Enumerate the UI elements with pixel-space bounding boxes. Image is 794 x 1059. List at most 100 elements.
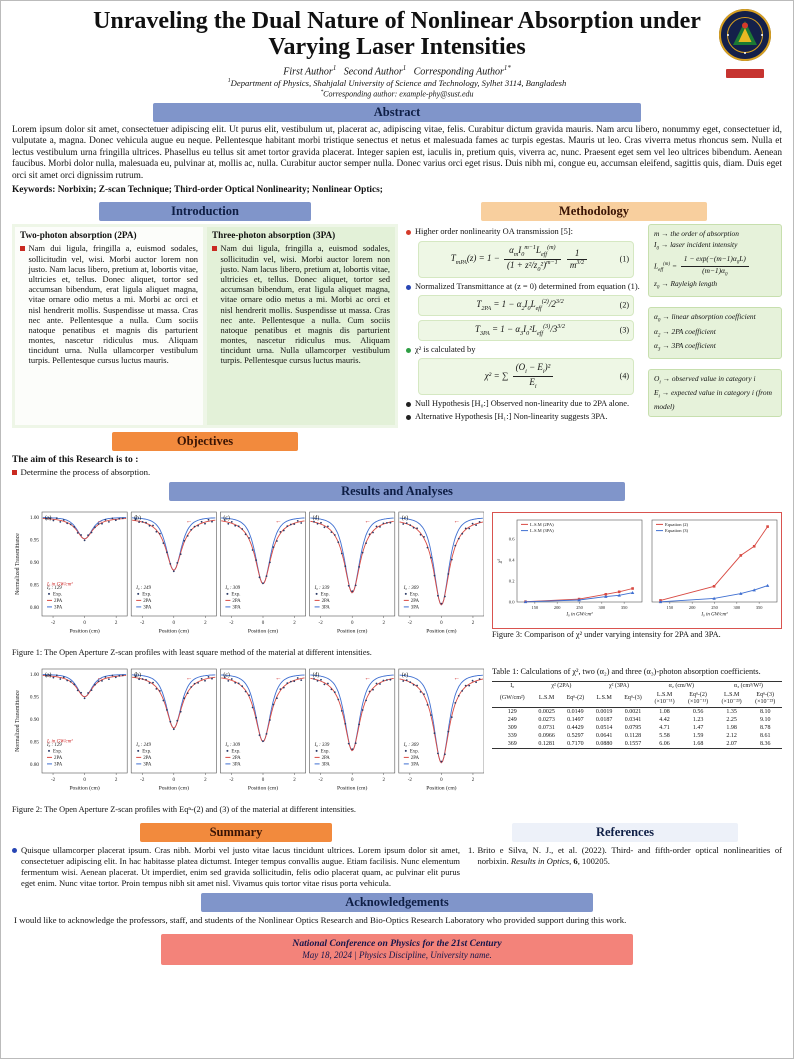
- equation-4-number: (4): [619, 371, 629, 381]
- svg-text:200: 200: [689, 605, 696, 610]
- equation-3-number: (3): [619, 325, 629, 335]
- methodology-bullet-4: Null Hypothesis [H₀:] Observed non-linea…: [415, 398, 630, 408]
- svg-text:←: ←: [275, 518, 282, 525]
- reference-text: Brito e Silva, N. J., et al. (2022). Thi…: [477, 845, 782, 867]
- svg-text:250: 250: [576, 605, 583, 610]
- definitions-box-3: Oi → observed value in category i Ei → ex…: [648, 369, 782, 417]
- svg-text:2: 2: [472, 778, 475, 783]
- svg-text:3PA: 3PA: [54, 606, 63, 611]
- svg-text:0: 0: [440, 778, 443, 783]
- svg-text:2: 2: [293, 621, 296, 626]
- figure-2-caption: Figure 2: The Open Aperture Z-scan profi…: [12, 804, 356, 814]
- svg-text:Position (cm): Position (cm): [337, 628, 367, 635]
- svg-text:(c): (c): [223, 671, 230, 678]
- svg-text:0.4: 0.4: [509, 558, 515, 563]
- intro-2pa-text: Nam dui ligula, fringilla a, euismod sod…: [28, 243, 199, 366]
- svg-text:Exp.: Exp.: [53, 749, 62, 754]
- svg-text:3PA: 3PA: [411, 606, 420, 611]
- svg-text:Position (cm): Position (cm): [69, 784, 99, 791]
- svg-text:2: 2: [204, 621, 207, 626]
- svg-text:150: 150: [532, 605, 539, 610]
- svg-text:I₀ in GW/cm²: I₀ in GW/cm²: [565, 612, 593, 618]
- svg-text:1.00: 1.00: [30, 516, 39, 522]
- svg-text:2: 2: [383, 621, 386, 626]
- svg-text:I₀ in GW/cm²: I₀ in GW/cm²: [46, 582, 73, 588]
- university-logo-icon: [719, 9, 771, 61]
- figure-3-plot: χ² 0.0 0.2 0.4 0.6 150 200 250 300 350 I₀ in GW/cm…: [497, 520, 778, 618]
- svg-text:(c): (c): [223, 515, 230, 522]
- svg-text:0.0: 0.0: [509, 600, 515, 605]
- svg-text:(b): (b): [134, 515, 141, 522]
- svg-text:I₀ : 129: I₀ : 129: [46, 586, 62, 591]
- svg-text:2: 2: [293, 778, 296, 783]
- svg-text:Exp.: Exp.: [321, 749, 330, 754]
- svg-text:-2: -2: [229, 621, 234, 626]
- svg-text:(a): (a): [45, 515, 52, 522]
- svg-text:Position (cm): Position (cm): [69, 628, 99, 635]
- svg-text:Exp.: Exp.: [53, 593, 62, 598]
- svg-text:350: 350: [621, 605, 628, 610]
- figure-1-caption: Figure 1: The Open Aperture Z-scan profi…: [12, 648, 372, 658]
- svg-text:-2: -2: [140, 621, 145, 626]
- intro-methodology-row: Introduction Two-photon absorption (2PA)…: [12, 198, 782, 478]
- definitions-box-2: α0 → linear absorption coefficient α2 → 2…: [648, 307, 782, 360]
- poster-title: Unraveling the Dual Nature of Nonlinear …: [93, 8, 701, 60]
- svg-text:Exp.: Exp.: [231, 749, 240, 754]
- svg-text:←: ←: [453, 518, 460, 525]
- figure-3-frame: χ² 0.0 0.2 0.4 0.6 150 200 250 300 350 I₀ in GW/cm…: [492, 512, 782, 630]
- svg-text:Exp.: Exp.: [410, 749, 419, 754]
- svg-text:Normalized Transmittance: Normalized Transmittance: [15, 689, 21, 751]
- svg-text:Normalized Transmittance: Normalized Transmittance: [15, 533, 21, 595]
- acknowledgements-text: I would like to acknowledge the professo…: [14, 915, 627, 926]
- svg-text:I₀ : 309: I₀ : 309: [224, 743, 240, 748]
- svg-text:I₀ : 249: I₀ : 249: [135, 743, 151, 748]
- methodology-bullet-2: Normalized Transmittance at (z = 0) dete…: [415, 281, 640, 291]
- table-1: Table 1: Calculations of χ², two (α₂) an…: [492, 667, 782, 749]
- bullet-dot-icon: [12, 848, 17, 854]
- svg-text:I₀ : 309: I₀ : 309: [224, 586, 240, 591]
- summary-heading: Summary: [140, 823, 332, 843]
- svg-text:2PA: 2PA: [232, 756, 241, 761]
- svg-text:-2: -2: [319, 621, 324, 626]
- svg-text:←: ←: [275, 675, 282, 682]
- bullet-square-icon: [212, 246, 217, 251]
- svg-text:0.90: 0.90: [30, 717, 39, 723]
- acknowledgements-section: Acknowledgements I would like to acknowl…: [12, 893, 782, 925]
- svg-text:0: 0: [173, 621, 176, 626]
- introduction-column: Introduction Two-photon absorption (2PA)…: [12, 198, 398, 477]
- keywords-line: Keywords: Norbixin; Z-scan Technique; Th…: [12, 185, 383, 196]
- authors-line: First Author1 Second Author1 Correspondi…: [283, 64, 511, 78]
- svg-text:χ²: χ²: [497, 559, 503, 564]
- svg-text:2: 2: [472, 621, 475, 626]
- svg-text:Position (cm): Position (cm): [426, 784, 456, 791]
- svg-text:-2: -2: [408, 621, 413, 626]
- svg-text:Position (cm): Position (cm): [248, 784, 278, 791]
- svg-text:I₀ in GW/cm²: I₀ in GW/cm²: [46, 738, 73, 744]
- results-row-1: 1.00 0.95 0.90 0.85 0.80 Normalized Transmitt…: [12, 504, 782, 658]
- conference-name: National Conference on Physics for the 2…: [292, 938, 502, 950]
- university-logo-banner: [726, 69, 764, 78]
- svg-text:Position (cm): Position (cm): [248, 628, 278, 635]
- svg-text:0: 0: [83, 621, 86, 626]
- svg-text:2PA: 2PA: [143, 756, 152, 761]
- svg-text:←: ←: [97, 518, 104, 525]
- reference-item: 1. Brito e Silva, N. J., et al. (2022). …: [468, 845, 782, 867]
- figure-1: 1.00 0.95 0.90 0.85 0.80 Normalized Transmitt…: [12, 504, 485, 658]
- svg-text:I₀ : 249: I₀ : 249: [135, 586, 151, 591]
- equation-1: TmPA(z) = 1 − αmI0m−1Leff(m) (1 + z²/z0²)…: [418, 240, 634, 278]
- methodology-definitions: m → the order of absorption I0 → laser in…: [648, 224, 782, 478]
- methodology-bullet-1: Higher order nonlinearity OA transmissio…: [415, 227, 573, 237]
- svg-text:0: 0: [440, 621, 443, 626]
- svg-text:I₀ : 369: I₀ : 369: [403, 743, 419, 748]
- svg-text:Exp.: Exp.: [142, 749, 151, 754]
- abstract-text: Lorem ipsum dolor sit amet, consectetuer…: [12, 124, 782, 181]
- svg-text:I₀ : 129: I₀ : 129: [46, 743, 62, 748]
- svg-text:0.90: 0.90: [30, 560, 39, 566]
- svg-text:1.00: 1.00: [30, 672, 39, 678]
- svg-text:←: ←: [364, 675, 371, 682]
- svg-text:Exp.: Exp.: [231, 593, 240, 598]
- svg-text:2PA: 2PA: [411, 756, 420, 761]
- bullet-dot-icon: [406, 401, 411, 407]
- svg-text:2PA: 2PA: [411, 599, 420, 604]
